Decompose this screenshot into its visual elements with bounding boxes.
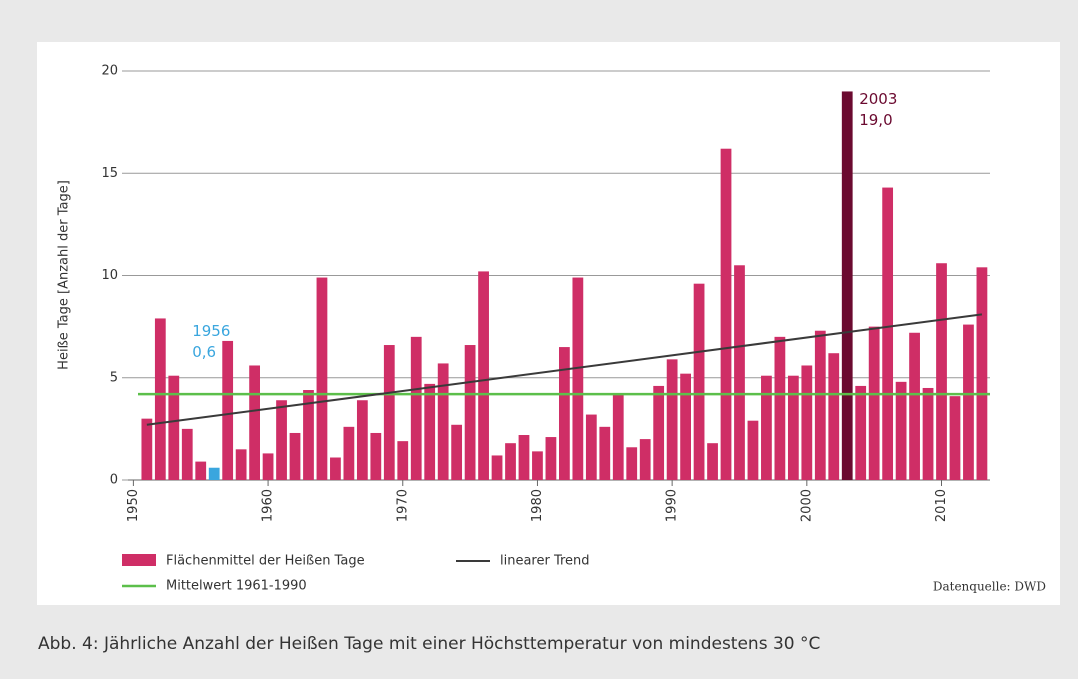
bar: [262, 453, 274, 480]
bar: [437, 363, 449, 480]
annotation-value: 0,6: [192, 343, 216, 361]
bar: [410, 336, 422, 480]
bar: [734, 265, 745, 480]
bar: [909, 332, 920, 480]
y-axis-label: Heiße Tage [Anzahl der Tage]: [57, 180, 72, 370]
y-tick-label: 0: [110, 473, 118, 488]
annotation-year: 2003: [859, 90, 897, 108]
bar: [949, 396, 961, 480]
bar: [895, 381, 907, 480]
x-tick-label: 1980: [530, 489, 545, 522]
annotation-year: 1956: [192, 322, 230, 340]
bar: [168, 375, 180, 480]
bar: [787, 375, 799, 480]
bar: [747, 420, 759, 480]
bar: [208, 467, 220, 480]
bar: [276, 400, 287, 480]
bar: [464, 345, 476, 480]
x-tick-label: 1990: [665, 489, 680, 522]
bar: [666, 359, 678, 480]
bar: [397, 441, 409, 480]
bar: [478, 271, 489, 480]
x-tick-label: 1950: [126, 489, 141, 522]
bar: [330, 457, 341, 480]
x-tick-label: 2010: [934, 489, 949, 522]
bar: [154, 318, 166, 480]
bar: [599, 426, 611, 480]
bar: [343, 426, 355, 480]
bar: [882, 187, 894, 480]
bar: [505, 443, 516, 480]
x-tick-label: 1970: [395, 489, 410, 522]
bar: [653, 385, 665, 480]
bar: [720, 148, 732, 480]
bar: [141, 418, 153, 480]
bar: [356, 400, 368, 480]
bar: [249, 365, 260, 480]
bar: [451, 424, 463, 480]
x-tick-label: 1960: [261, 489, 276, 522]
legend-label: linearer Trend: [500, 554, 590, 569]
bar: [572, 277, 584, 480]
bar: [936, 263, 947, 480]
bar: [612, 394, 624, 480]
bar: [303, 390, 314, 480]
bar: [922, 387, 934, 480]
bar: [222, 340, 234, 480]
bar: [828, 353, 840, 480]
y-tick-label: 5: [110, 370, 118, 385]
bar: [235, 449, 247, 480]
bar: [585, 414, 597, 480]
bar: [761, 375, 772, 480]
bar: [195, 461, 207, 480]
annotation-value: 19,0: [859, 111, 892, 129]
bar: [383, 345, 395, 480]
bar: [774, 336, 786, 480]
legend-label: Flächenmittel der Heißen Tage: [166, 554, 365, 569]
bar: [424, 383, 436, 480]
caption: Abb. 4: Jährliche Anzahl der Heißen Tage…: [38, 634, 820, 654]
bar: [707, 443, 718, 480]
bar: [518, 435, 530, 480]
bar: [855, 385, 867, 480]
y-tick-label: 20: [101, 64, 118, 79]
bar: [693, 283, 705, 480]
bar: [289, 432, 301, 480]
bar: [963, 324, 974, 480]
bar: [801, 365, 813, 480]
trend-line: [146, 313, 983, 426]
bar: [316, 277, 328, 480]
bar: [976, 267, 988, 480]
source: Datenquelle: DWD: [933, 580, 1046, 594]
bar: [370, 432, 382, 480]
bar: [532, 451, 543, 480]
bar: [181, 428, 193, 480]
bar: [559, 347, 570, 480]
x-tick-label: 2000: [799, 489, 814, 522]
bar: [814, 330, 826, 480]
bar: [868, 326, 880, 480]
y-tick-label: 10: [101, 268, 118, 283]
bar: [680, 373, 691, 480]
y-tick-label: 15: [101, 166, 118, 181]
bar: [491, 455, 503, 480]
bar: [545, 437, 557, 480]
bar: [841, 91, 853, 480]
bar: [626, 447, 638, 480]
legend-swatch: [122, 554, 156, 566]
legend-label: Mittelwert 1961-1990: [166, 579, 307, 594]
bar: [639, 439, 651, 480]
